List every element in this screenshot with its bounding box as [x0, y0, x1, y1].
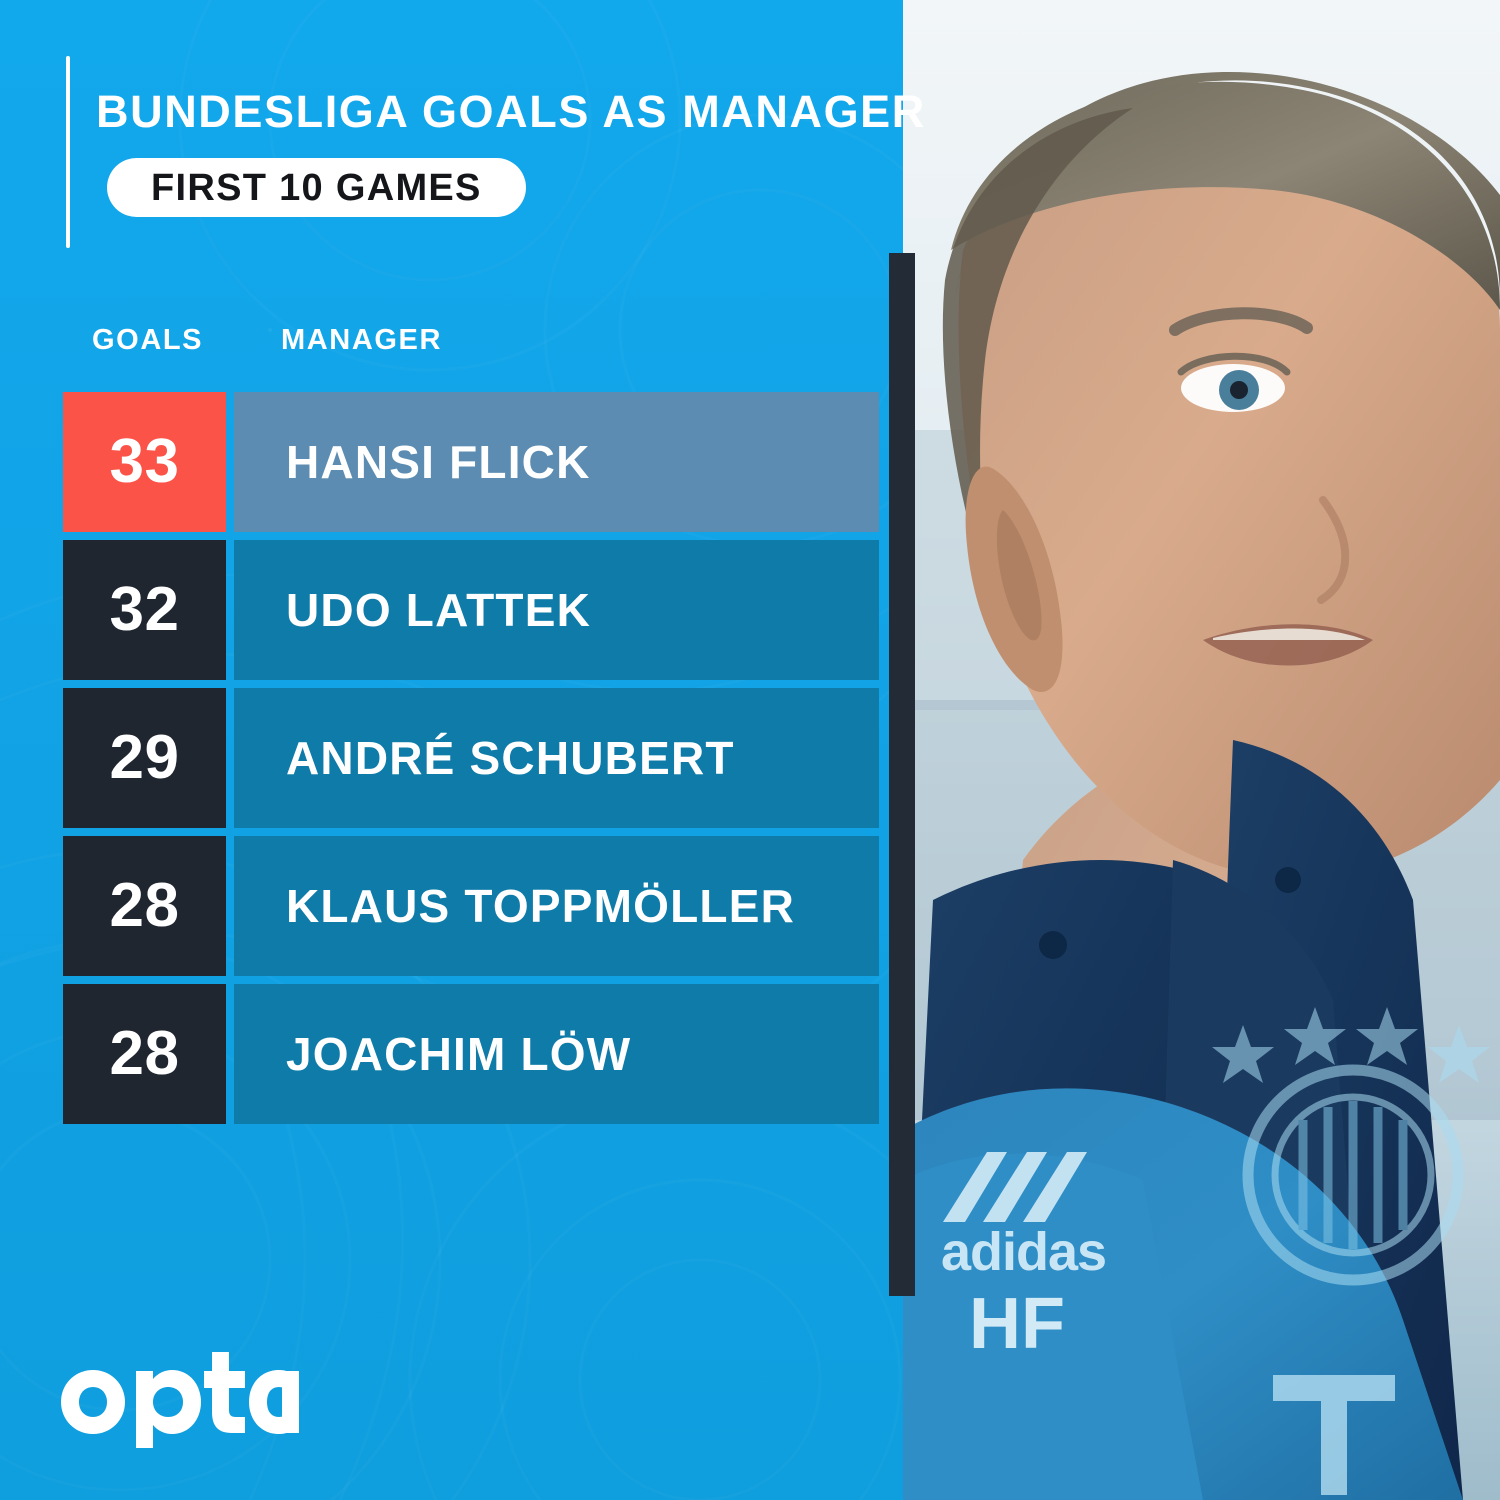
manager-bar: UDO LATTEK	[234, 540, 879, 680]
manager-bar: KLAUS TOPPMÖLLER	[234, 836, 879, 976]
column-header-goals: GOALS	[92, 324, 204, 356]
goals-box: 28	[63, 984, 226, 1124]
opta-logo	[60, 1352, 300, 1453]
subtitle-pill: FIRST 10 GAMES	[107, 158, 526, 217]
table-row: 29 ANDRÉ SCHUBERT	[0, 688, 900, 828]
manager-name: JOACHIM LÖW	[286, 1028, 632, 1080]
manager-bar: ANDRÉ SCHUBERT	[234, 688, 879, 828]
manager-name: UDO LATTEK	[286, 584, 592, 636]
goals-box: 33	[63, 392, 226, 532]
goals-box: 29	[63, 688, 226, 828]
ranking-table: 33 HANSI FLICK 32 UDO LATTEK 29 ANDRÉ SCHUBER…	[0, 392, 900, 1132]
goals-value: 28	[109, 1019, 180, 1088]
goals-value: 32	[109, 575, 180, 644]
subtitle-label: FIRST 10 GAMES	[151, 166, 482, 209]
svg-text:adidas: adidas	[941, 1222, 1106, 1282]
manager-name: KLAUS TOPPMÖLLER	[286, 880, 796, 932]
manager-name: HANSI FLICK	[286, 436, 591, 488]
panel-divider	[889, 253, 915, 1296]
header-accent-line	[66, 56, 70, 248]
manager-photo: adidas HF	[903, 0, 1500, 1500]
goals-value: 33	[109, 427, 180, 496]
goals-value: 28	[109, 871, 180, 940]
goals-box: 32	[63, 540, 226, 680]
table-row: 32 UDO LATTEK	[0, 540, 900, 680]
page-title: BUNDESLIGA GOALS AS MANAGER	[96, 86, 926, 137]
column-header-manager: MANAGER	[281, 324, 443, 356]
svg-text:HF: HF	[969, 1284, 1065, 1364]
table-row: 28 JOACHIM LÖW	[0, 984, 900, 1124]
manager-bar: HANSI FLICK	[234, 392, 879, 532]
manager-name: ANDRÉ SCHUBERT	[286, 732, 735, 784]
goals-value: 29	[109, 723, 180, 792]
table-row: 33 HANSI FLICK	[0, 392, 900, 532]
manager-bar: JOACHIM LÖW	[234, 984, 879, 1124]
table-row: 28 KLAUS TOPPMÖLLER	[0, 836, 900, 976]
goals-box: 28	[63, 836, 226, 976]
